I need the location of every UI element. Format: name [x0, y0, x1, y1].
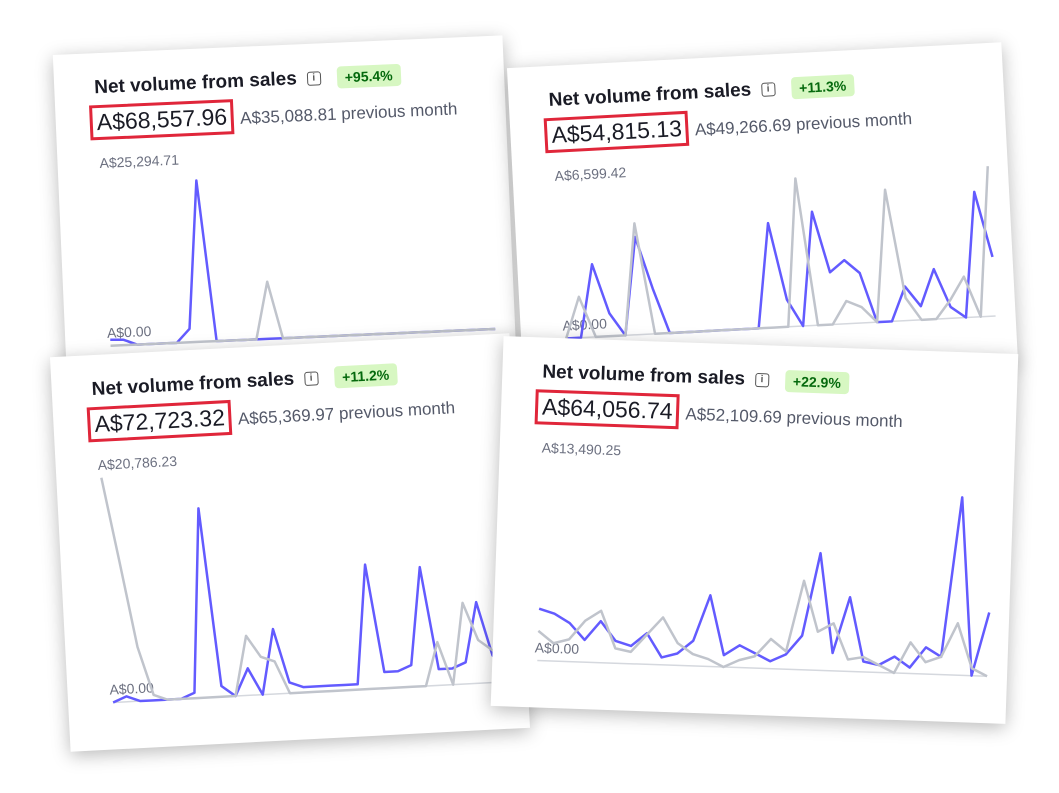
chart: A$0.00 A$13,490.25 [534, 440, 991, 678]
amount: A$54,815.13 [543, 110, 690, 154]
chart-card: Net volume from sales i +95.4% A$68,557.96 A… [52, 35, 518, 395]
line-series [110, 179, 496, 346]
change-badge: +11.2% [333, 363, 398, 389]
comparison: A$65,369.97 previous month [237, 398, 456, 429]
line-series [537, 579, 988, 678]
y-tick-label: A$0.00 [562, 315, 607, 333]
comparison: A$52,109.69 previous month [685, 404, 904, 432]
y-tick-label: A$0.00 [534, 639, 579, 657]
info-icon: i [303, 371, 319, 387]
chart: A$0.00 A$25,294.71 [99, 152, 496, 347]
card-title: Net volume from sales [91, 368, 295, 401]
y-tick-label: A$25,294.71 [99, 152, 179, 171]
change-badge: +11.3% [790, 74, 855, 100]
y-tick-label: A$6,599.42 [554, 164, 627, 184]
amount: A$68,557.96 [89, 99, 235, 141]
baseline [537, 659, 988, 677]
line-series [566, 190, 994, 340]
change-badge: +95.4% [336, 63, 402, 89]
chart: A$0.00 A$20,786.23 [97, 453, 508, 704]
chart: A$0.00 A$6,599.42 [554, 164, 996, 340]
card-title: Net volume from sales [542, 361, 746, 390]
info-icon: i [306, 71, 322, 86]
card-title: Net volume from sales [548, 79, 752, 112]
y-tick-label: A$13,490.25 [541, 440, 621, 459]
chart-card: Net volume from sales i +22.9% A$64,056.74 A… [490, 336, 1019, 724]
y-tick-label: A$0.00 [109, 679, 154, 697]
line-series [564, 166, 989, 339]
comparison: A$35,088.81 previous month [239, 99, 458, 128]
info-icon: i [754, 372, 770, 388]
y-tick-label: A$20,786.23 [97, 453, 177, 473]
comparison: A$49,266.69 previous month [694, 109, 913, 140]
chart-card: Net volume from sales i +11.3% A$54,815.13 A… [506, 42, 1019, 388]
line-series [110, 280, 496, 347]
info-icon: i [760, 82, 776, 97]
card-title: Net volume from sales [93, 68, 298, 99]
amount: A$64,056.74 [534, 389, 681, 430]
chart-card: Net volume from sales i +11.2% A$72,723.32 A… [49, 333, 531, 752]
line-series [538, 496, 991, 677]
y-tick-label: A$0.00 [107, 323, 152, 341]
change-badge: +22.9% [784, 369, 850, 395]
line-series [100, 477, 508, 701]
amount: A$72,723.32 [86, 399, 233, 443]
